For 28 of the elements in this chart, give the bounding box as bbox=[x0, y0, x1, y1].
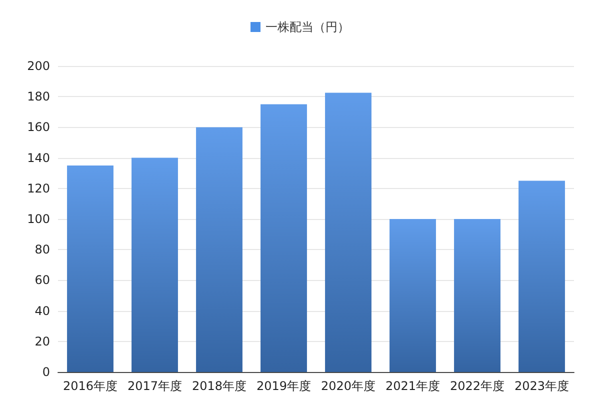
legend-label: 一株配当（円） bbox=[266, 20, 350, 34]
bar bbox=[390, 219, 436, 372]
y-tick-label: 80 bbox=[34, 242, 50, 257]
x-tick-label: 2016年度 bbox=[62, 379, 118, 393]
y-tick-label: 20 bbox=[34, 334, 50, 348]
bar bbox=[132, 158, 178, 372]
y-tick-label: 140 bbox=[27, 150, 50, 165]
x-tick-label: 2017年度 bbox=[127, 379, 182, 393]
y-tick-label: 120 bbox=[27, 181, 50, 196]
y-tick-label: 200 bbox=[27, 59, 50, 73]
x-tick-label: 2018年度 bbox=[192, 379, 247, 393]
bar bbox=[454, 219, 500, 372]
bar bbox=[67, 165, 114, 372]
x-tick-label: 2020年度 bbox=[320, 379, 376, 393]
y-tick-label: 60 bbox=[34, 273, 50, 288]
x-tick-label: 2022年度 bbox=[450, 379, 505, 393]
x-tick-label: 2019年度 bbox=[256, 379, 312, 393]
bar bbox=[518, 180, 565, 372]
y-tick-label: 160 bbox=[27, 120, 50, 134]
y-tick-label: 100 bbox=[27, 212, 50, 226]
bar bbox=[325, 92, 372, 372]
x-tick-label: 2021年度 bbox=[385, 379, 440, 393]
bar bbox=[260, 104, 307, 372]
y-tick-label: 180 bbox=[27, 90, 50, 104]
bar bbox=[196, 127, 242, 372]
y-tick-label: 40 bbox=[34, 304, 50, 318]
y-tick-label: 0 bbox=[42, 365, 50, 379]
x-tick-label: 2023年度 bbox=[514, 379, 570, 393]
